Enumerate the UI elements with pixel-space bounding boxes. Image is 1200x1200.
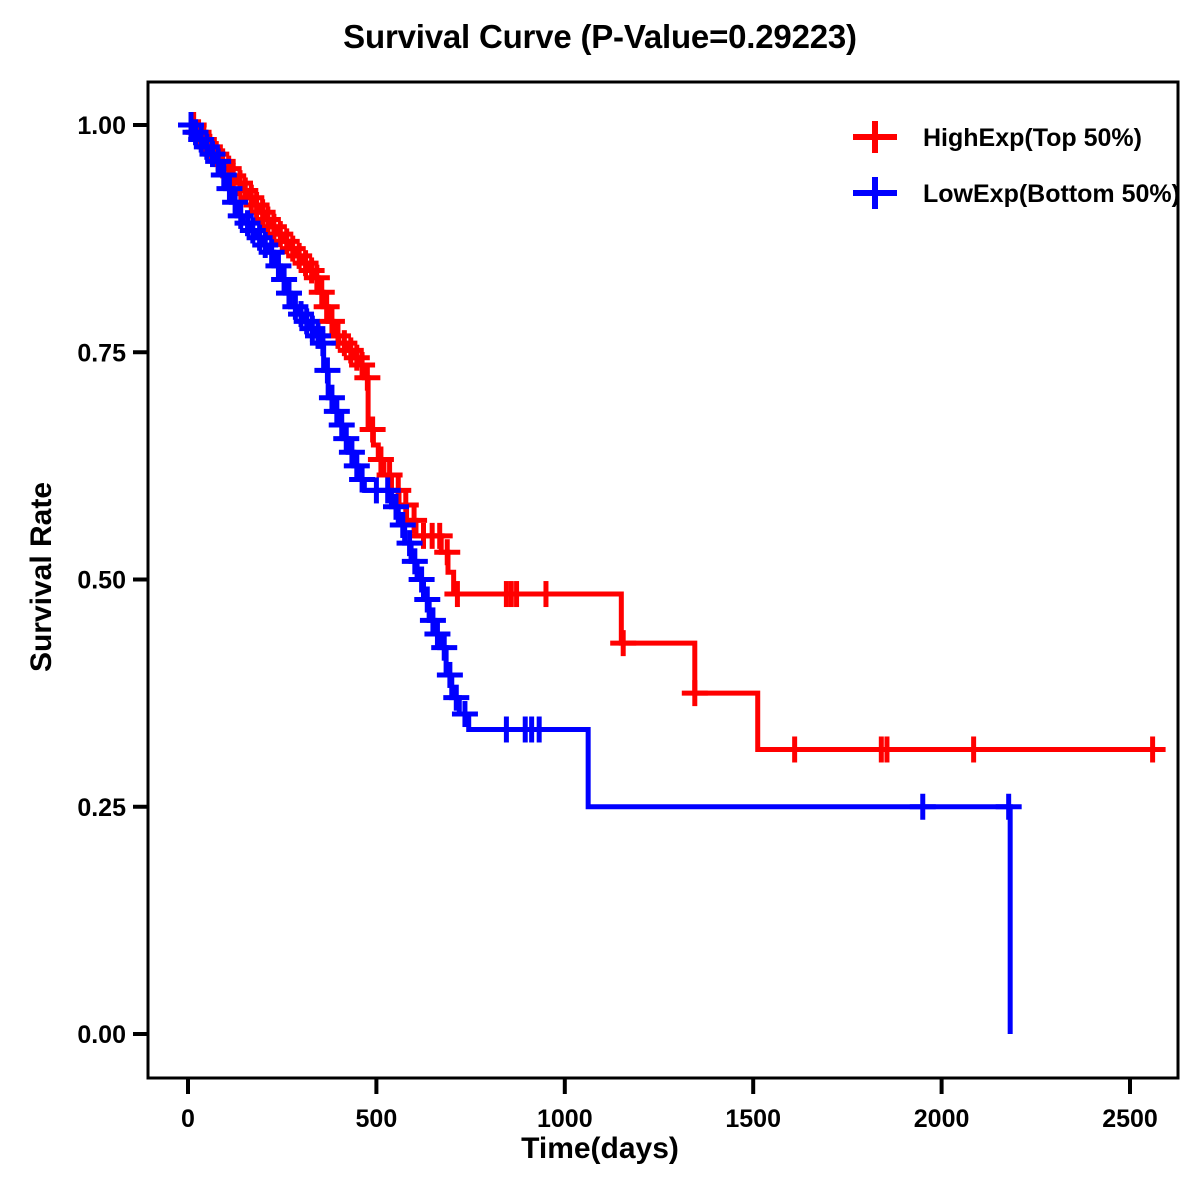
x-tick-label: 2500: [1102, 1105, 1158, 1133]
plot-frame: [146, 80, 1180, 1080]
chart-legend: HighExp(Top 50%) LowExp(Bottom 50%): [853, 121, 1180, 209]
series-lowexp: [178, 112, 1022, 1034]
x-tick-label: 2000: [914, 1105, 970, 1133]
y-tick-label: 0.25: [77, 794, 126, 822]
censor-marks: [178, 112, 1022, 820]
x-tick-label: 1000: [537, 1105, 593, 1133]
y-axis-ticks: 0.00 0.25 0.50 0.75 1.00: [77, 112, 148, 1049]
x-tick-label: 0: [181, 1105, 195, 1133]
y-tick-label: 0.75: [77, 339, 126, 367]
legend-label: LowExp(Bottom 50%): [923, 180, 1180, 208]
x-tick-label: 1500: [725, 1105, 781, 1133]
y-tick-label: 0.50: [77, 567, 126, 595]
legend-label: HighExp(Top 50%): [923, 124, 1142, 152]
page-title: Survival Curve (P-Value=0.29223): [343, 18, 857, 55]
x-axis-label: Time(days): [521, 1132, 679, 1165]
y-axis-label: Survival Rate: [25, 481, 58, 673]
y-tick-label: 0.00: [77, 1021, 126, 1049]
x-axis-ticks: 0 500 1000 1500 2000 2500: [181, 1078, 1158, 1133]
x-tick-label: 500: [356, 1105, 398, 1133]
series-layer: [178, 112, 1166, 1034]
y-tick-label: 1.00: [77, 112, 126, 140]
